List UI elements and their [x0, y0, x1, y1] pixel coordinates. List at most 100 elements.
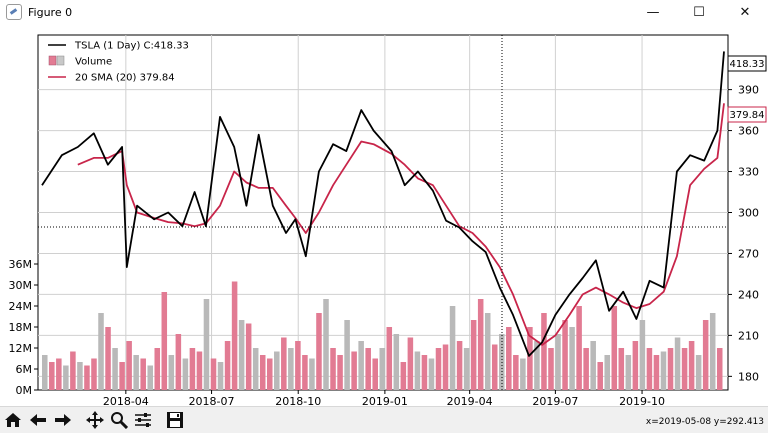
volume-bar — [703, 320, 709, 390]
volume-bar — [232, 282, 238, 391]
last-price-tag: 418.33 — [728, 56, 766, 71]
volume-bar — [358, 341, 364, 390]
zoom-button[interactable] — [108, 410, 130, 430]
volume-bar — [126, 341, 132, 390]
volume-bar — [626, 355, 632, 390]
volume-tick-label: 36M — [9, 258, 33, 271]
save-button[interactable] — [164, 410, 186, 430]
forward-arrow-icon — [54, 412, 72, 428]
volume-bar — [408, 338, 414, 391]
home-button[interactable] — [2, 410, 24, 430]
volume-bar — [682, 348, 688, 390]
zoom-icon — [110, 411, 128, 429]
volume-bar — [309, 359, 315, 391]
volume-tick-label: 0M — [16, 384, 33, 397]
price-tick-label: 300 — [738, 207, 759, 220]
forward-button[interactable] — [52, 410, 74, 430]
volume-bar — [710, 313, 716, 390]
volume-bar — [140, 359, 146, 391]
minimize-icon: — — [647, 5, 660, 20]
volume-bar — [372, 359, 378, 391]
volume-bar — [337, 355, 343, 390]
pan-icon — [86, 411, 104, 429]
volume-bar — [225, 341, 231, 390]
volume-bar — [555, 334, 561, 390]
date-tick-label: 2018-04 — [103, 395, 149, 406]
date-tick-label: 2019-10 — [619, 395, 665, 406]
volume-bar — [344, 320, 350, 390]
volume-bar — [590, 341, 596, 390]
window-title: Figure 0 — [28, 6, 72, 19]
volume-bar — [49, 362, 55, 390]
volume-bar — [218, 362, 224, 390]
volume-bar — [197, 352, 203, 391]
volume-bar — [471, 320, 477, 390]
volume-bar — [661, 352, 667, 391]
volume-bar — [548, 348, 554, 390]
volume-bar — [541, 313, 547, 390]
volume-bar — [267, 359, 273, 391]
date-tick-label: 2019-04 — [447, 395, 493, 406]
window-titlebar: Figure 0 — ☐ ✕ — [0, 0, 768, 24]
volume-bar — [169, 355, 175, 390]
volume-bar — [478, 299, 484, 390]
close-button[interactable]: ✕ — [722, 0, 768, 24]
volume-bar — [464, 348, 470, 390]
volume-bar — [211, 359, 217, 391]
volume-bar — [689, 341, 695, 390]
configure-subplots-icon — [134, 411, 152, 429]
volume-bar — [436, 348, 442, 390]
price-tick-label: 330 — [738, 166, 759, 179]
volume-bar — [239, 320, 245, 390]
volume-bar — [112, 348, 118, 390]
volume-bar — [668, 348, 674, 390]
volume-bar — [492, 345, 498, 391]
date-tick-label: 2018-07 — [189, 395, 235, 406]
date-axis: 2018-04 2018-07 2018-10 2019-01 2019-04 2019-… — [103, 390, 665, 406]
pan-button[interactable] — [84, 410, 106, 430]
back-button[interactable] — [27, 410, 49, 430]
minimize-button[interactable]: — — [630, 0, 676, 24]
volume-bar — [351, 352, 357, 391]
volume-bar — [190, 348, 196, 390]
volume-tick-label: 30M — [9, 279, 33, 292]
app-icon — [6, 4, 22, 20]
volume-bar — [330, 348, 336, 390]
price-tick-label: 240 — [738, 288, 759, 301]
price-tick-label: 210 — [738, 329, 759, 342]
volume-bar — [365, 348, 371, 390]
volume-bar — [562, 320, 568, 390]
volume-bar — [246, 324, 252, 391]
volume-bar — [443, 345, 449, 391]
configure-subplots-button[interactable] — [132, 410, 154, 430]
date-tick-label: 2018-10 — [275, 395, 321, 406]
volume-bar — [647, 348, 653, 390]
volume-bar — [583, 348, 589, 390]
volume-tick-label: 24M — [9, 300, 33, 313]
volume-bar — [675, 338, 681, 391]
back-arrow-icon — [29, 412, 47, 428]
date-tick-label: 2019-07 — [532, 395, 578, 406]
volume-bar — [401, 362, 407, 390]
volume-bar — [619, 348, 625, 390]
volume-bar — [379, 348, 385, 390]
volume-bar — [654, 355, 660, 390]
price-tick-label: 270 — [738, 247, 759, 260]
volume-bar — [281, 338, 287, 391]
volume-bar — [56, 359, 62, 391]
volume-bar — [63, 366, 69, 391]
volume-tick-label: 6M — [16, 363, 33, 376]
maximize-button[interactable]: ☐ — [676, 0, 722, 24]
date-tick-label: 2019-01 — [362, 395, 408, 406]
volume-bar — [394, 334, 400, 390]
volume-bar — [274, 352, 280, 391]
volume-bar — [422, 355, 428, 390]
home-icon — [4, 412, 22, 428]
volume-bar — [506, 327, 512, 390]
volume-bar — [569, 327, 575, 390]
volume-bar — [295, 341, 301, 390]
